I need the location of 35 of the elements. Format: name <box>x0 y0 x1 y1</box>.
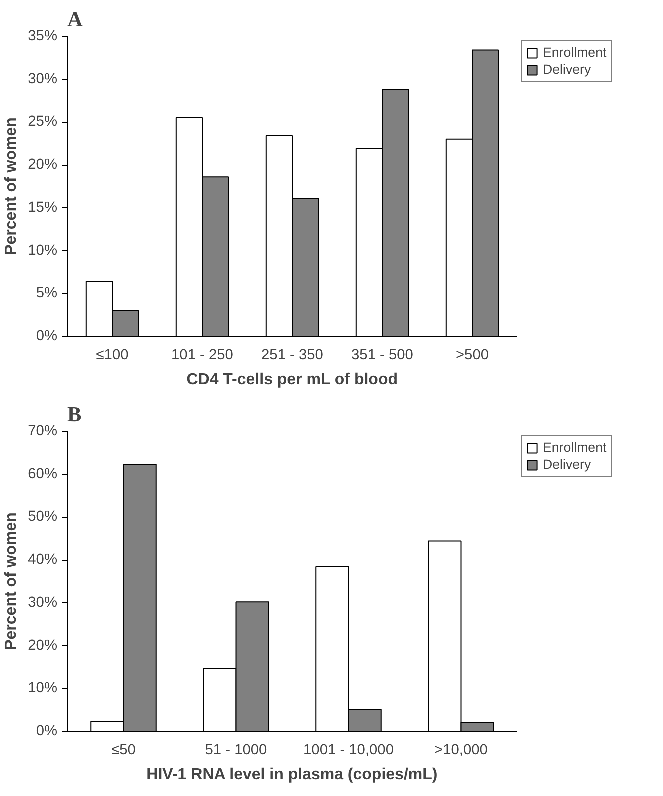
y-tick-label: 30% <box>28 71 58 88</box>
x-tick-label: >10,000 <box>434 742 488 758</box>
chart-title: A <box>68 8 84 32</box>
y-tick-label: 10% <box>28 680 58 697</box>
y-tick-label: 30% <box>28 594 58 611</box>
y-tick-label: 35% <box>28 28 58 44</box>
y-axis-title: Percent of women <box>3 512 20 650</box>
chart-title: B <box>68 402 82 426</box>
y-tick-label: 20% <box>28 638 58 654</box>
y-tick-label: 40% <box>28 552 58 568</box>
y-tick-label: 0% <box>36 724 58 740</box>
legend-label: Delivery <box>543 457 592 472</box>
x-tick-label: 251 - 350 <box>262 348 324 364</box>
legend-label: Enrollment <box>543 440 607 455</box>
y-tick-label: 5% <box>36 286 58 302</box>
x-tick-label: 101 - 250 <box>172 348 234 364</box>
y-tick-label: 60% <box>28 466 58 482</box>
x-axis-title: HIV-1 RNA level in plasma (copies/mL) <box>146 766 438 784</box>
y-tick-label: 20% <box>28 157 58 174</box>
x-tick-label: ≤100 <box>96 348 129 364</box>
y-tick-label: 15% <box>28 200 58 216</box>
x-tick-label: 1001 - 10,000 <box>304 742 394 758</box>
x-tick-label: 51 - 1000 <box>205 742 268 758</box>
y-tick-label: 10% <box>28 242 58 259</box>
x-tick-label: >500 <box>456 348 490 364</box>
x-tick-label: ≤50 <box>112 742 136 758</box>
y-tick-label: 0% <box>36 328 58 344</box>
x-tick-label: 351 - 500 <box>352 348 414 364</box>
y-tick-label: 70% <box>28 424 58 440</box>
y-axis-title: Percent of women <box>3 118 20 256</box>
y-tick-label: 25% <box>28 114 58 130</box>
legend-label: Delivery <box>543 62 592 77</box>
legend-label: Enrollment <box>543 45 607 60</box>
x-axis-title: CD4 T-cells per mL of blood <box>186 372 398 388</box>
y-tick-label: 50% <box>28 509 58 526</box>
